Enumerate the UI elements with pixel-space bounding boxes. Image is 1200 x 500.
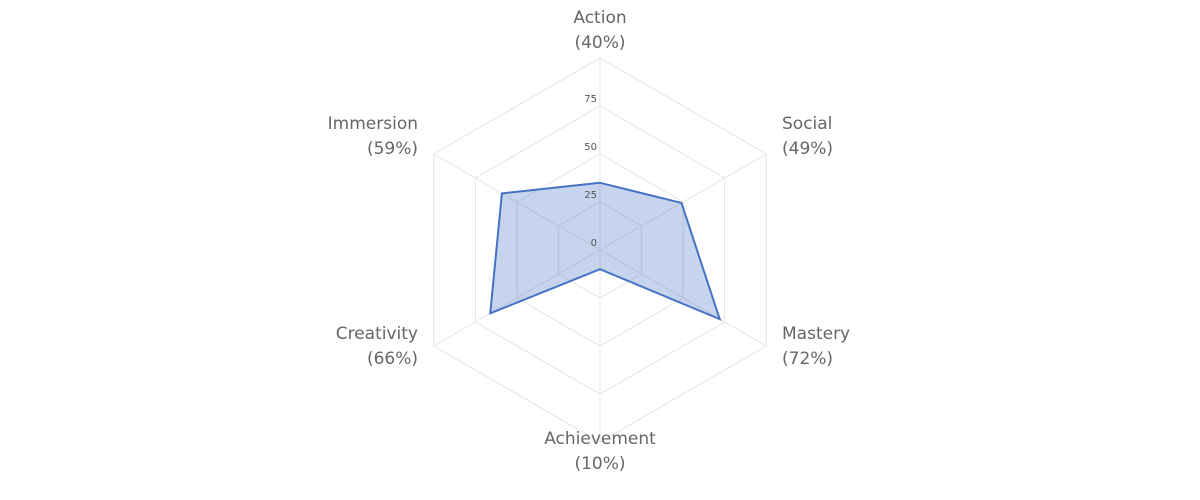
category-percent-mastery: (72%) (782, 349, 833, 369)
category-percent-social: (49%) (782, 139, 833, 159)
radar-grid (433, 57, 767, 443)
data-point-social (680, 202, 682, 204)
tick-label-50: 50 (584, 142, 597, 153)
category-label-social: Social (782, 114, 832, 134)
category-label-immersion: Immersion (328, 114, 418, 134)
radial-tick-labels: 0 25 50 75 (584, 94, 597, 249)
data-point-achievement (599, 268, 601, 270)
tick-label-25: 25 (584, 190, 597, 201)
grid-spoke-social (599, 153, 767, 251)
category-label-action: Action (573, 8, 626, 28)
category-label-achievement: Achievement (544, 429, 656, 449)
grid-spoke-creativity (433, 249, 601, 347)
data-point-creativity (489, 312, 491, 314)
data-point-action (599, 182, 601, 184)
category-percent-achievement: (10%) (574, 454, 625, 474)
series-area-0 (489, 181, 722, 321)
category-percent-immersion: (59%) (367, 139, 418, 159)
data-point-immersion (501, 192, 503, 194)
grid-spoke-immersion (433, 153, 601, 251)
category-label-creativity: Creativity (336, 324, 418, 344)
category-percent-creativity: (66%) (367, 349, 418, 369)
radar-series (489, 181, 722, 321)
data-point-mastery (719, 318, 721, 320)
category-label-mastery: Mastery (782, 324, 850, 344)
tick-label-75: 75 (584, 94, 597, 105)
grid-spoke-mastery (599, 249, 767, 347)
category-percent-action: (40%) (574, 33, 625, 53)
category-labels: Action (40%) Social (49%) Mastery (72%) Achiev… (328, 8, 850, 474)
tick-label-0: 0 (591, 238, 597, 249)
